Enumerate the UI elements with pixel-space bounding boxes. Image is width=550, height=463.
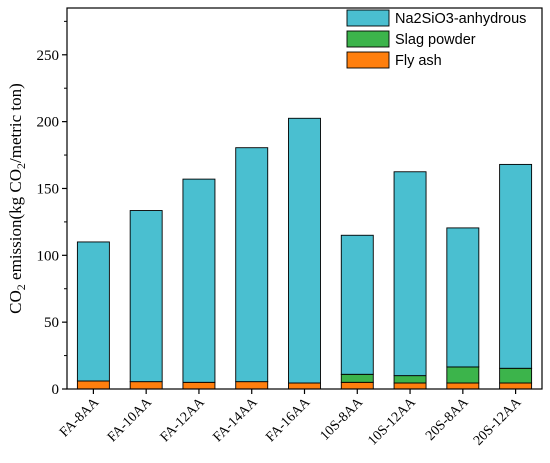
- x-tick-label: FA-14AA: [211, 395, 262, 446]
- y-label-subscript: 2: [14, 163, 28, 169]
- bar-segment: [393, 171, 427, 377]
- bar-segment: [446, 227, 480, 368]
- y-tick-label: 100: [37, 248, 60, 264]
- y-axis: 0 50 100 150 200 250: [37, 20, 67, 398]
- legend-swatch: [346, 51, 390, 69]
- y-label-part: /metric ton): [6, 83, 25, 163]
- bar-segment: [446, 382, 480, 390]
- y-label-subscript: 2: [14, 284, 28, 290]
- bar-segment: [288, 117, 321, 384]
- x-tick-label: FA-16AA: [263, 395, 314, 446]
- x-tick-label: FA-12AA: [158, 395, 209, 446]
- bar-segment: [182, 178, 216, 383]
- legend-label: Slag powder: [395, 32, 476, 48]
- legend-label: Fly ash: [395, 53, 442, 69]
- bar-segment: [499, 367, 533, 384]
- bar-segment: [393, 375, 427, 384]
- bars-layer: [76, 117, 533, 390]
- bar-segment: [129, 210, 163, 383]
- bar-segment: [76, 380, 110, 390]
- bar-segment: [340, 381, 374, 390]
- x-tick-label: 10S-12AA: [365, 395, 419, 449]
- bar-segment: [446, 366, 480, 384]
- legend-label: Na2SiO3-anhydrous: [395, 11, 526, 27]
- legend-swatch: [346, 9, 390, 27]
- bar-segment: [288, 382, 321, 390]
- bar-segment: [340, 373, 374, 383]
- y-label-part: CO: [6, 290, 25, 314]
- bar-segment: [76, 241, 110, 382]
- x-tick-label: 20S-12AA: [471, 395, 525, 449]
- y-tick-label: 250: [37, 48, 60, 64]
- y-axis-label: CO2 emission(kg CO2/metric ton): [6, 83, 28, 314]
- y-tick-label: 50: [44, 315, 59, 331]
- x-tick-label: 20S-8AA: [423, 395, 472, 444]
- legend: Na2SiO3-anhydrous Slag powder Fly ash: [346, 9, 526, 69]
- bar-segment: [499, 382, 533, 390]
- bar-segment: [393, 382, 427, 390]
- x-tick-label: FA-10AA: [105, 395, 156, 446]
- x-tick-label: 10S-8AA: [318, 395, 367, 444]
- y-tick-label: 0: [52, 382, 60, 398]
- x-tick-label: FA-8AA: [57, 395, 103, 441]
- bar-segment: [340, 234, 374, 375]
- bar-segment: [235, 381, 269, 390]
- y-tick-label: 150: [37, 181, 60, 197]
- bar-segment: [235, 147, 269, 383]
- legend-swatch: [346, 30, 390, 48]
- bar-segment: [129, 381, 163, 390]
- y-tick-label: 200: [37, 115, 60, 131]
- bar-segment: [499, 163, 533, 369]
- y-label-part: emission(kg CO: [6, 169, 25, 284]
- x-axis: FA-8AA FA-10AA FA-12AA FA-14AA FA-16AA 10S-8A…: [57, 389, 525, 449]
- bar-segment: [182, 381, 216, 390]
